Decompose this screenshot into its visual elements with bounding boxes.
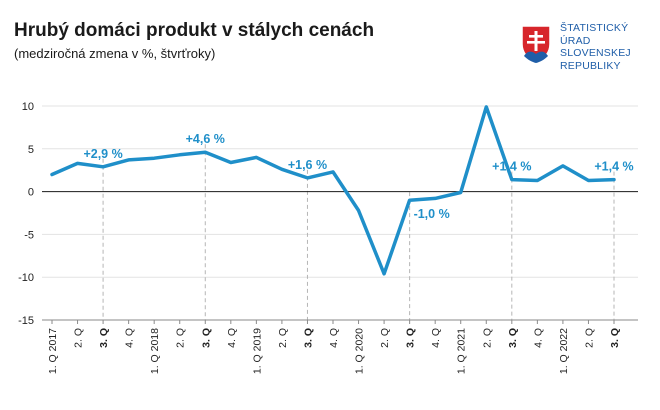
x-tick-label: 3. Q xyxy=(405,328,417,348)
data-annotation: +1,4 % xyxy=(492,160,531,174)
x-tick-label: 2. Q xyxy=(379,328,391,348)
axes xyxy=(42,191,638,324)
x-tick-label: 3. Q xyxy=(507,328,519,348)
x-tick-label: 2. Q xyxy=(73,328,85,348)
y-tick-label: -15 xyxy=(18,315,34,327)
y-tick-label: 5 xyxy=(28,144,34,156)
y-tick-label: -5 xyxy=(24,229,34,241)
x-tick-label: 2. Q xyxy=(583,328,595,348)
x-tick-label: 2. Q xyxy=(175,328,187,348)
logo-line: SLOVENSKEJ xyxy=(560,47,631,59)
logo-text: ŠTATISTICKÝ ÚRAD SLOVENSKEJ REPUBLIKY xyxy=(560,22,631,72)
x-tick-label: 1. Q 2019 xyxy=(251,328,263,374)
guide-lines xyxy=(102,144,615,320)
y-tick-label: 0 xyxy=(28,187,34,199)
labels: 10 5 0 -5 -10 -15 1. Q 2017 2. Q 3. Q 4. Q 1. Q 20… xyxy=(18,101,634,374)
data-annotation: +1,6 % xyxy=(288,158,327,172)
grid xyxy=(42,105,638,321)
y-tick-label: -10 xyxy=(18,272,34,284)
series xyxy=(50,105,616,276)
x-tick-label: 3. Q xyxy=(98,328,110,348)
slovak-coat-of-arms-icon xyxy=(521,25,551,64)
x-tick-label: 4. Q xyxy=(226,328,238,348)
chart-title: Hrubý domáci produkt v stálych cenách xyxy=(14,20,375,41)
logo-line: ŠTATISTICKÝ xyxy=(560,22,629,34)
data-annotation: -1,0 % xyxy=(414,207,450,221)
x-tick-label: 2. Q xyxy=(481,328,493,348)
x-tick-label: 3. Q xyxy=(200,328,212,348)
x-tick-label: 1. Q 2022 xyxy=(558,328,570,374)
statistical-office-logo: ŠTATISTICKÝ ÚRAD SLOVENSKEJ REPUBLIKY xyxy=(520,22,652,78)
x-tick-label: 1. Q 2020 xyxy=(354,328,366,374)
x-tick-label: 3. Q xyxy=(609,328,621,348)
series-line xyxy=(50,105,616,276)
data-annotation: +4,6 % xyxy=(186,132,225,146)
x-tick-label: 2. Q xyxy=(277,328,289,348)
x-tick-label: 1. Q 2021 xyxy=(456,328,468,374)
x-tick-label: 4. Q xyxy=(328,328,340,348)
x-tick-label: 1. Q 2018 xyxy=(149,328,161,374)
y-tick-label: 10 xyxy=(22,101,34,113)
logo-line: ÚRAD xyxy=(560,34,591,47)
x-tick-label: 4. Q xyxy=(124,328,136,348)
x-tick-label: 3. Q xyxy=(302,328,314,348)
x-tick-label: 4. Q xyxy=(430,328,442,348)
data-annotation: +2,9 % xyxy=(83,147,122,161)
chart-subtitle: (medziročná zmena v %, štvrťroky) xyxy=(14,46,216,61)
x-tick-label: 4. Q xyxy=(532,328,544,348)
x-tick-label: 1. Q 2017 xyxy=(47,328,59,374)
data-annotation: +1,4 % xyxy=(594,160,633,174)
logo-line: REPUBLIKY xyxy=(560,59,621,72)
